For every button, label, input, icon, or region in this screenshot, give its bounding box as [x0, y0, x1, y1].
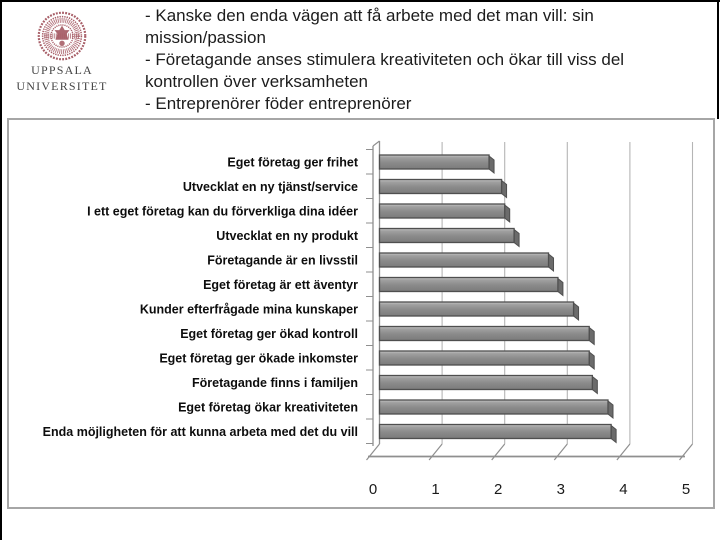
floor-tick — [366, 443, 380, 461]
category-label: Utvecklat en ny tjänst/service — [183, 180, 358, 194]
bar — [378, 252, 550, 268]
bar-end-cap — [501, 179, 508, 199]
bar-end-cap — [488, 154, 495, 175]
category-label: Eget företag är ett äventyr — [203, 278, 358, 292]
bar-end-cap — [504, 203, 511, 224]
category-label: Företagande finns i familjen — [192, 376, 358, 390]
x-tick-label: 5 — [682, 481, 690, 498]
category-label: Eget företag ger ökade inkomster — [159, 352, 358, 366]
logo-text-line1: UPPSALA — [31, 63, 93, 77]
floor-tick — [616, 443, 631, 461]
category-label: Eget företag ökar kreativiteten — [178, 401, 358, 415]
category-label: Utvecklat en ny produkt — [216, 229, 359, 243]
x-tick-label: 0 — [369, 481, 377, 498]
y-axis-wall-cap — [372, 140, 380, 147]
bar-end-cap — [588, 326, 595, 346]
chart-frame: Eget företag ger frihet Utvecklat en ny t… — [7, 118, 715, 509]
bar-end-cap — [591, 375, 598, 395]
bar — [378, 154, 490, 170]
header-bullet: - Entreprenörer föder entreprenörer — [145, 94, 412, 113]
bar-chart: Eget företag ger frihet Utvecklat en ny t… — [43, 140, 694, 498]
category-label: Enda möjligheten för att kunna arbeta me… — [43, 425, 358, 439]
bar — [378, 178, 503, 195]
header-bullets: - Kanske den enda vägen att få arbete me… — [145, 5, 667, 115]
bar-end-cap — [557, 277, 564, 297]
bar-end-cap — [573, 301, 580, 322]
header-bullet: - Kanske den enda vägen att få arbete me… — [145, 6, 594, 47]
floor-tick — [553, 443, 568, 461]
bar — [378, 350, 590, 366]
bar-end-cap — [607, 399, 614, 420]
header-right-border — [717, 0, 719, 119]
slide-top-border — [0, 0, 720, 2]
uppsala-seal-icon — [37, 11, 87, 61]
bar — [378, 301, 575, 317]
x-tick-label: 3 — [557, 481, 565, 498]
logo-text-line2: UNIVERSITET — [16, 79, 108, 93]
floor-tick — [491, 443, 506, 461]
bar — [378, 374, 593, 391]
bar — [378, 325, 590, 342]
bar — [378, 227, 515, 244]
category-label: Företagande är en livsstil — [207, 254, 358, 268]
category-label: Eget företag ger ökad kontroll — [180, 327, 358, 341]
bar-end-cap — [610, 424, 617, 444]
bar — [378, 423, 612, 440]
x-tick-label: 1 — [431, 481, 439, 498]
bar — [378, 276, 559, 293]
floor-tick — [428, 443, 443, 461]
bar — [378, 399, 609, 415]
floor-tick — [679, 443, 693, 461]
category-label: I ett eget företag kan du förverkliga di… — [87, 205, 358, 219]
slide-left-border — [0, 0, 2, 540]
header-box: UPPSALA UNIVERSITET - Kanske den enda vä… — [0, 0, 720, 118]
category-label: Eget företag ger frihet — [227, 156, 358, 170]
header-bullet: - Företagande anses stimulera kreativite… — [145, 50, 625, 91]
category-label: Kunder efterfrågade mina kunskaper — [140, 303, 358, 317]
x-tick-label: 2 — [494, 481, 502, 498]
x-tick-label: 4 — [619, 481, 627, 498]
bar-end-cap — [513, 228, 520, 248]
bar — [378, 203, 506, 219]
university-logo: UPPSALA UNIVERSITET — [14, 10, 110, 94]
bar-end-cap — [588, 350, 595, 371]
bar-end-cap — [548, 252, 555, 273]
